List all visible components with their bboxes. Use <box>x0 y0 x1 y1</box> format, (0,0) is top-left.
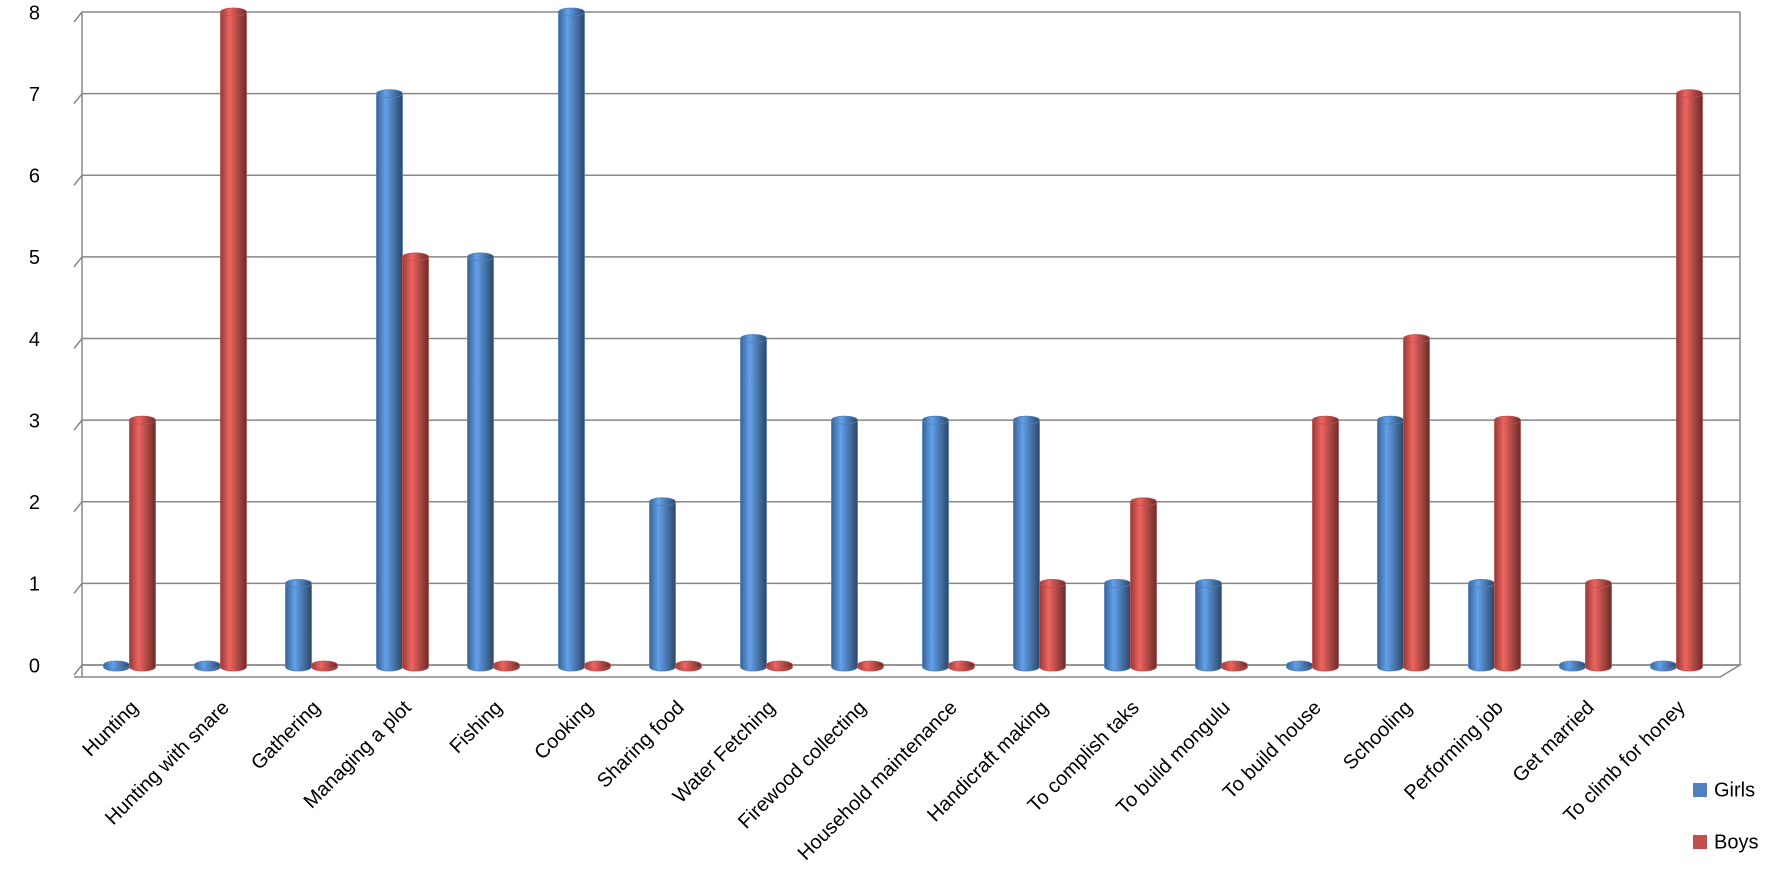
grid-line <box>73 582 1740 594</box>
bar <box>1104 578 1131 672</box>
bar <box>1377 415 1404 672</box>
x-tick-label: Cooking <box>530 697 597 764</box>
bar <box>649 497 676 672</box>
bar <box>402 252 429 672</box>
grid-line <box>73 337 1740 349</box>
grid-line <box>73 92 1740 105</box>
legend-label: Girls <box>1714 779 1755 801</box>
bar <box>194 660 221 672</box>
grid-line <box>73 664 1740 676</box>
bar <box>584 660 611 672</box>
bar <box>1585 578 1612 672</box>
y-tick-label: 5 <box>29 247 40 269</box>
legend-swatch <box>1693 783 1707 797</box>
bar <box>1130 497 1157 672</box>
y-tick-label: 1 <box>29 574 40 596</box>
y-tick-label: 2 <box>29 492 40 514</box>
y-tick-label: 7 <box>29 84 40 106</box>
bar <box>493 660 520 672</box>
bar <box>766 660 793 672</box>
bar <box>948 660 975 672</box>
bar <box>1559 660 1586 672</box>
bar <box>103 660 130 672</box>
grid-line <box>73 174 1740 186</box>
bar <box>922 415 949 672</box>
bar <box>1403 334 1430 672</box>
bar <box>1195 578 1222 672</box>
bar <box>1676 89 1703 672</box>
bar <box>1650 660 1677 672</box>
bar <box>1468 578 1495 672</box>
y-tick-label: 3 <box>29 410 40 432</box>
x-tick-label: Schooling <box>1339 697 1417 775</box>
bar <box>558 7 585 672</box>
grid-line <box>73 501 1740 513</box>
y-tick-label: 6 <box>29 166 40 188</box>
grid-line <box>73 11 1740 23</box>
bar <box>285 578 312 672</box>
bar <box>831 415 858 672</box>
x-tick-label: Gathering <box>247 697 325 775</box>
x-tick-label: Sharing food <box>593 697 689 793</box>
legend-label: Boys <box>1714 831 1758 853</box>
bar <box>675 660 702 672</box>
y-tick-label: 4 <box>29 329 40 351</box>
bar <box>376 89 403 672</box>
x-tick-label: Fishing <box>446 697 507 758</box>
bar <box>129 415 156 672</box>
x-tick-label: Hunting <box>78 697 142 761</box>
x-tick-label: Household maintenance <box>794 697 962 865</box>
bar <box>1312 415 1339 672</box>
bar <box>220 7 247 672</box>
bar <box>1286 660 1313 672</box>
grid-line <box>73 256 1740 268</box>
x-tick-label: To build house <box>1219 697 1326 804</box>
bar <box>467 252 494 672</box>
bar <box>857 660 884 672</box>
bar <box>1494 415 1521 672</box>
bar <box>1039 578 1066 672</box>
bar <box>740 334 767 672</box>
bar <box>1221 660 1248 672</box>
bar <box>311 660 338 672</box>
grid-line <box>73 419 1740 431</box>
legend-swatch <box>1693 835 1707 849</box>
x-tick-label: Get married <box>1509 697 1599 787</box>
y-tick-label: 0 <box>29 655 40 677</box>
bar <box>1013 415 1040 672</box>
x-tick-label: Performing job <box>1400 697 1508 805</box>
y-tick-label: 8 <box>29 2 40 24</box>
